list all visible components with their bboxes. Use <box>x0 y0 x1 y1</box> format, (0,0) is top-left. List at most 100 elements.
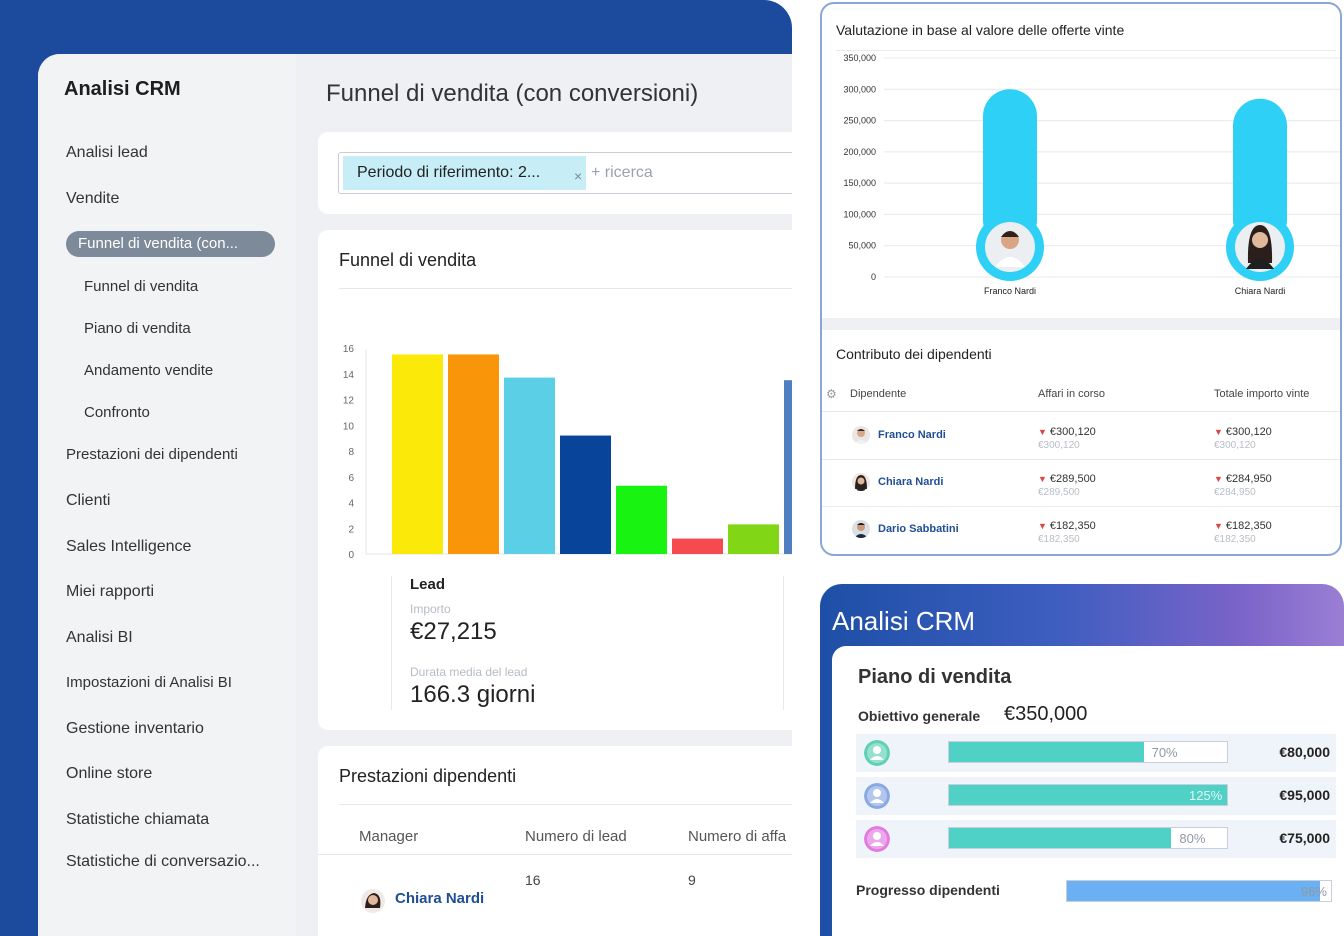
won-sub-value: €300,120 <box>1214 440 1256 451</box>
funnel-bar[interactable] <box>728 524 779 554</box>
deals-value: €289,500 <box>1049 473 1096 485</box>
progress-label: Progresso dipendenti <box>856 882 1000 898</box>
sidebar-item-vendite[interactable]: Vendite <box>66 190 120 207</box>
sidebar-item-confronto[interactable]: Confronto <box>84 404 150 421</box>
deals-sub-value: €289,500 <box>1038 487 1080 498</box>
plan-progress-bar: 80% <box>948 827 1228 849</box>
funnel-bar[interactable] <box>616 485 667 554</box>
column-header-deals-in-progress[interactable]: Affari in corso <box>1038 388 1106 400</box>
user-icon <box>864 783 890 809</box>
sidebar-title: Analisi CRM <box>64 78 181 100</box>
won-deals-chart: 0 50,000 100,000 150,000 200,000 250,000 300,0… <box>843 53 1340 296</box>
stage-label: Lead <box>410 576 446 593</box>
close-icon[interactable]: × <box>574 168 583 184</box>
sales-plan-panel: Piano di vendita Obiettivo generale €350… <box>832 646 1344 936</box>
funnel-bar[interactable] <box>392 354 443 554</box>
sidebar-item-analisi-lead[interactable]: Analisi lead <box>66 144 148 161</box>
funnel-bar[interactable] <box>504 377 555 554</box>
plan-progress-fill <box>949 828 1172 848</box>
funnel-bar[interactable] <box>672 538 723 554</box>
column-header-total-won[interactable]: Totale importo vinte <box>1214 388 1310 400</box>
employee-progress-fill <box>1067 881 1321 901</box>
divider <box>783 576 784 710</box>
plan-amount: €75,000 <box>1279 830 1330 846</box>
funnel-bar[interactable] <box>560 435 611 554</box>
divider <box>822 411 1340 412</box>
employee-name-link[interactable]: Chiara Nardi <box>395 890 485 907</box>
deals-sub-value: €182,350 <box>1038 534 1080 545</box>
filter-bar[interactable]: Periodo di riferimento: 2... × + ricerca <box>338 152 792 194</box>
sidebar-item-statistiche-conversazione[interactable]: Statistiche di conversazio... <box>66 853 260 870</box>
column-header-leads[interactable]: Numero di lead <box>525 828 627 845</box>
goal-label: Obiettivo generale <box>858 708 981 724</box>
avatar <box>852 520 870 538</box>
y-tick-label: 6 <box>348 473 354 484</box>
employee-name-link[interactable]: Franco Nardi <box>878 429 946 441</box>
down-arrow-icon: ▼ <box>1038 474 1047 484</box>
x-tick-label: Franco Nardi <box>984 286 1036 296</box>
employee-name-link[interactable]: Chiara Nardi <box>878 476 944 488</box>
sidebar-item-andamento-vendite[interactable]: Andamento vendite <box>84 362 214 379</box>
sidebar-item-sales-intelligence[interactable]: Sales Intelligence <box>66 538 192 555</box>
deals-value: €182,350 <box>1049 520 1096 532</box>
employee-contribution-card: Valutazione in base al valore delle offe… <box>820 2 1342 556</box>
sidebar-item-funnel-vendita[interactable]: Funnel di vendita <box>84 278 199 295</box>
column-header-employee[interactable]: Dipendente <box>850 388 907 400</box>
won-deal-bar[interactable] <box>983 89 1037 247</box>
main-content: Funnel di vendita (con conversioni) Peri… <box>296 54 792 936</box>
lead-count: 16 <box>525 872 541 888</box>
column-header-manager[interactable]: Manager <box>359 828 419 845</box>
won-sub-value: €182,350 <box>1214 534 1256 545</box>
sales-plan-title: Piano di vendita <box>858 666 1012 688</box>
y-tick-label: 2 <box>348 524 354 535</box>
sidebar-item-prestazioni[interactable]: Prestazioni dei dipendenti <box>66 446 238 463</box>
won-value: €182,350 <box>1225 520 1272 532</box>
column-header-deals[interactable]: Numero di affa <box>688 828 787 845</box>
funnel-bar[interactable] <box>448 354 499 554</box>
sidebar-item-piano-vendita[interactable]: Piano di vendita <box>84 320 191 337</box>
divider <box>836 50 1336 51</box>
performance-card-title: Prestazioni dipendenti <box>339 766 517 786</box>
filter-card: Periodo di riferimento: 2... × + ricerca <box>318 132 792 214</box>
employee-name-link[interactable]: Dario Sabbatini <box>878 523 959 535</box>
divider <box>318 854 792 855</box>
y-tick-label: 300,000 <box>843 84 876 94</box>
page-title: Funnel di vendita (con conversioni) <box>326 80 699 107</box>
y-tick-label: 250,000 <box>843 116 876 126</box>
y-tick-label: 100,000 <box>843 209 876 219</box>
sidebar-item-online-store[interactable]: Online store <box>66 765 153 782</box>
sidebar-item-statistiche-chiamata[interactable]: Statistiche chiamata <box>66 811 210 828</box>
y-tick-label: 0 <box>348 550 354 561</box>
funnel-card-title: Funnel di vendita <box>339 250 477 270</box>
amount-label: Importo <box>410 602 451 616</box>
sidebar-item-analisi-bi[interactable]: Analisi BI <box>66 629 133 646</box>
won-deal-bar[interactable] <box>1233 98 1287 247</box>
sidebar-item-funnel-conversioni-active[interactable]: Funnel di vendita (con... <box>66 231 275 257</box>
plan-row: 70% €80,000 <box>856 734 1336 772</box>
search-input[interactable]: + ricerca <box>591 164 653 181</box>
user-icon <box>864 826 890 852</box>
sidebar-item-impostazioni-bi[interactable]: Impostazioni di Analisi BI <box>66 674 232 691</box>
gear-icon[interactable]: ⚙ <box>826 387 837 401</box>
plan-progress-fill <box>949 785 1227 805</box>
progress-percent: 96% <box>1300 884 1327 899</box>
sidebar-item-gestione-inventario[interactable]: Gestione inventario <box>66 720 204 737</box>
app-title: Analisi CRM <box>832 606 976 636</box>
funnel-bar[interactable] <box>784 380 792 554</box>
divider <box>339 288 792 289</box>
down-arrow-icon: ▼ <box>1214 521 1223 531</box>
avatar <box>361 889 385 913</box>
down-arrow-icon: ▼ <box>1214 474 1223 484</box>
filter-chip-periodo[interactable]: Periodo di riferimento: 2... × <box>343 156 586 190</box>
goal-value: €350,000 <box>1004 703 1088 725</box>
avatar-shirt <box>995 257 1025 267</box>
avatar-face <box>1252 232 1268 248</box>
plan-percent: 70% <box>1151 745 1178 760</box>
sidebar-item-miei-rapporti[interactable]: Miei rapporti <box>66 583 155 600</box>
avatar-jacket <box>1246 259 1274 269</box>
sidebar-item-clienti[interactable]: Clienti <box>66 492 111 509</box>
divider <box>822 506 1340 507</box>
funnel-card: Funnel di vendita 0 2 4 6 8 10 12 14 16 Lead Imp… <box>318 230 792 730</box>
sales-plan-card: Analisi CRM Piano di vendita Obiettivo g… <box>820 584 1344 936</box>
amount-value: €27,215 <box>410 618 497 645</box>
